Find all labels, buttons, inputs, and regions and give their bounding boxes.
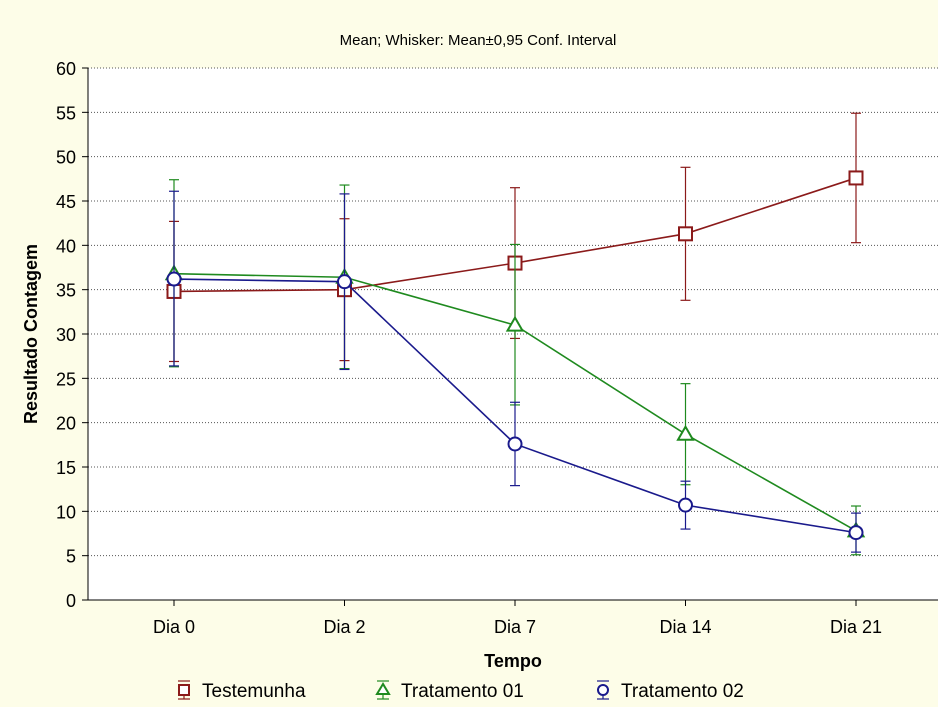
circle-marker [597, 684, 609, 696]
square-marker [178, 684, 190, 696]
x-axis-title: Tempo [484, 651, 542, 671]
y-tick-label: 55 [56, 103, 76, 123]
legend-label: Tratamento 01 [401, 681, 524, 702]
y-tick-label: 40 [56, 236, 76, 256]
x-tick-label: Dia 0 [153, 617, 195, 637]
legend-item: Tratamento 01 [375, 680, 524, 702]
legend-item: Testemunha [178, 680, 306, 702]
triangle-marker [375, 682, 391, 695]
legend: Testemunha Tratamento 01 Tratamento 02 [178, 680, 744, 702]
triangle-marker [676, 424, 695, 441]
x-ticks: Dia 0 Dia 2 Dia 7 Dia 14 Dia 21 [153, 600, 882, 637]
legend-label: Testemunha [202, 681, 306, 702]
x-tick-label: Dia 21 [830, 617, 882, 637]
legend-item: Tratamento 02 [597, 680, 744, 702]
y-ticks: 0 5 10 15 20 25 30 35 40 45 50 55 60 [56, 59, 88, 611]
y-tick-label: 25 [56, 369, 76, 389]
circle-marker [678, 497, 693, 513]
x-tick-label: Dia 14 [659, 617, 711, 637]
y-tick-label: 45 [56, 192, 76, 212]
y-axis-title: Resultado Contagem [21, 244, 41, 424]
legend-label: Tratamento 02 [621, 681, 744, 702]
y-tick-label: 10 [56, 502, 76, 522]
circle-marker [166, 271, 182, 287]
y-tick-label: 5 [66, 547, 76, 567]
x-tick-label: Dia 7 [494, 617, 536, 637]
y-tick-label: 60 [56, 59, 76, 79]
grid-lines [88, 67, 938, 557]
circle-marker [848, 525, 864, 541]
y-tick-label: 20 [56, 414, 76, 434]
series-tratamento-02 [166, 190, 864, 553]
x-tick-label: Dia 2 [323, 617, 365, 637]
triangle-marker [505, 315, 525, 332]
y-tick-label: 35 [56, 281, 76, 301]
chart-title: Mean; Whisker: Mean±0,95 Conf. Interval [340, 32, 617, 49]
y-tick-label: 50 [56, 148, 76, 168]
y-tick-label: 0 [66, 591, 76, 611]
y-tick-label: 30 [56, 325, 76, 345]
series [164, 112, 866, 556]
square-marker [848, 170, 864, 186]
y-tick-label: 15 [56, 458, 76, 478]
square-marker [678, 226, 693, 242]
circle-marker [337, 274, 352, 290]
circle-marker [507, 436, 523, 452]
plot-area [88, 68, 938, 600]
